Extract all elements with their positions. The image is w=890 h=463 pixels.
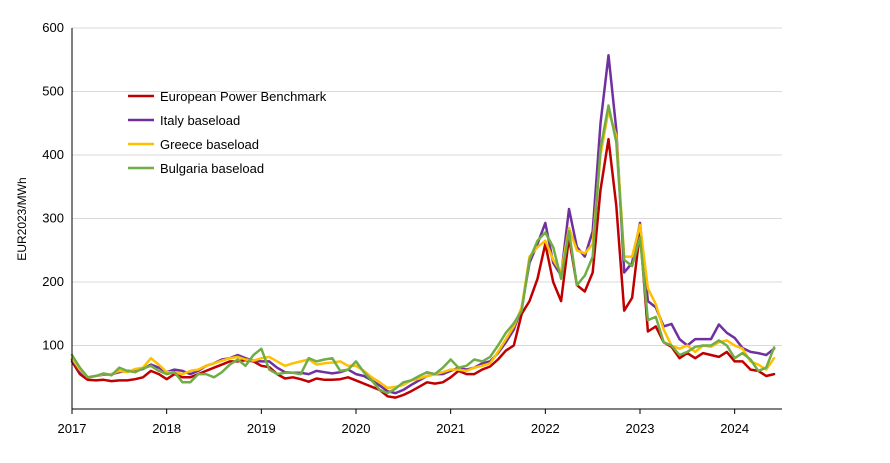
y-tick-label: 100 bbox=[42, 338, 64, 353]
x-tick-label: 2020 bbox=[342, 421, 371, 436]
legend-label: Greece baseload bbox=[160, 137, 259, 152]
y-axis-title: EUR2023/MWh bbox=[15, 177, 29, 260]
x-tick-label: 2023 bbox=[626, 421, 655, 436]
x-tick-label: 2021 bbox=[436, 421, 465, 436]
y-tick-labels: 100 200 300 400 500 600 bbox=[42, 20, 64, 353]
x-tick-label: 2017 bbox=[58, 421, 87, 436]
y-tick-label: 400 bbox=[42, 147, 64, 162]
series-lines bbox=[70, 54, 776, 399]
x-tick-label: 2018 bbox=[152, 421, 181, 436]
y-tick-label: 300 bbox=[42, 211, 64, 226]
legend-label: Italy baseload bbox=[160, 113, 240, 128]
x-tick-labels: 2017 2018 2019 2020 2021 2022 2023 2024 bbox=[58, 409, 749, 436]
y-tick-label: 600 bbox=[42, 20, 64, 35]
x-tick-label: 2019 bbox=[247, 421, 276, 436]
series-line-european-power-benchmark bbox=[70, 137, 776, 399]
x-tick-label: 2022 bbox=[531, 421, 560, 436]
legend: European Power Benchmark Italy baseload Gr… bbox=[128, 89, 327, 176]
series-line-greece-baseload bbox=[70, 109, 776, 390]
series-line-bulgaria-baseload bbox=[70, 104, 776, 395]
grid-lines bbox=[72, 27, 782, 346]
x-tick-label: 2024 bbox=[720, 421, 749, 436]
legend-label: European Power Benchmark bbox=[160, 89, 327, 104]
y-tick-label: 200 bbox=[42, 274, 64, 289]
y-tick-label: 500 bbox=[42, 84, 64, 99]
legend-label: Bulgaria baseload bbox=[160, 161, 264, 176]
